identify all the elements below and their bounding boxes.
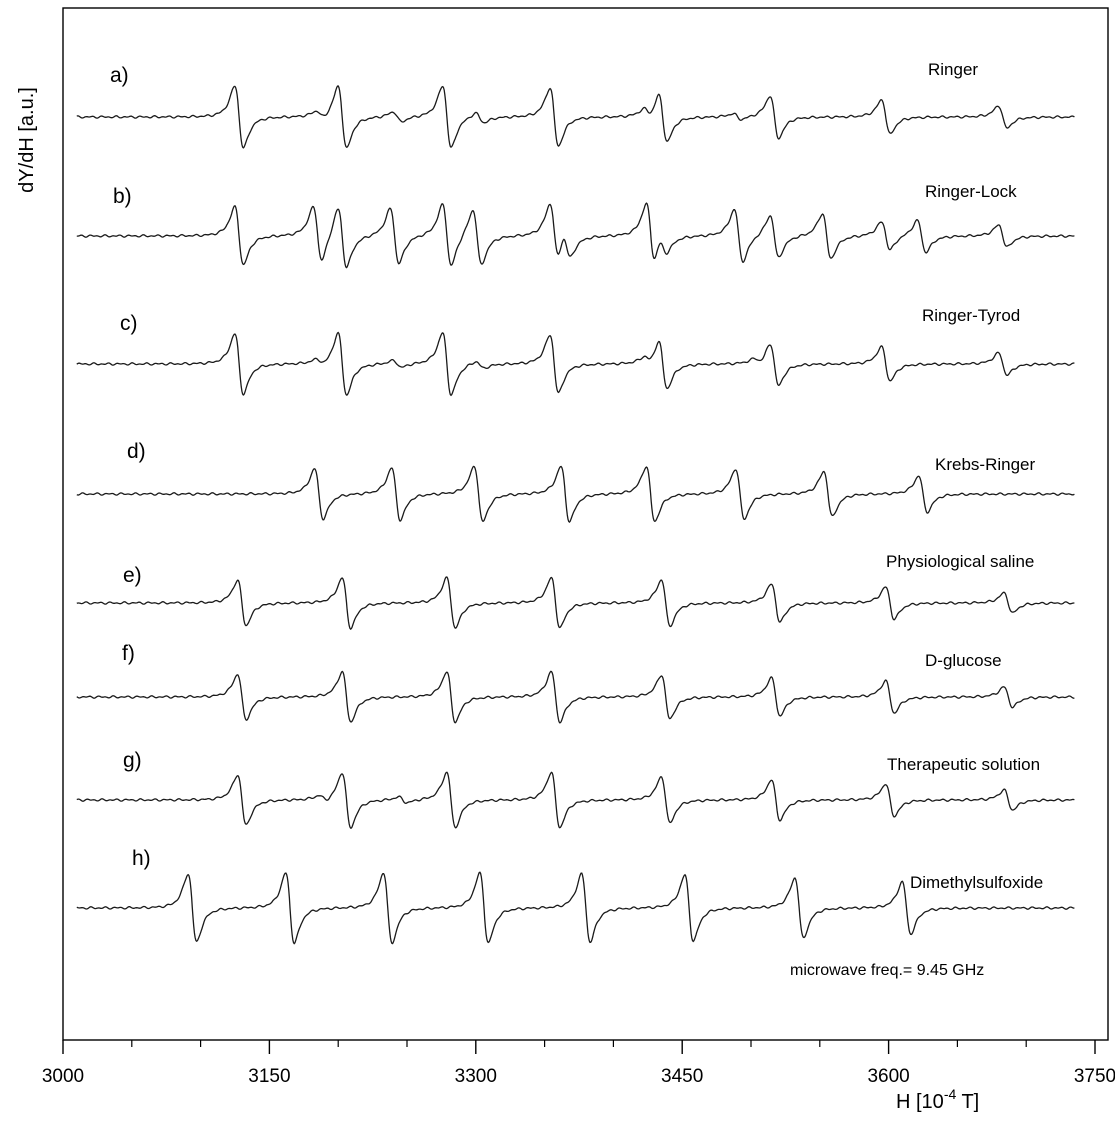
series-name: Ringer	[928, 60, 978, 79]
series-name: Physiological saline	[886, 552, 1034, 571]
spectrum-line-c	[76, 331, 1075, 397]
series-letter: g)	[123, 749, 142, 772]
series-letter: b)	[113, 185, 132, 208]
x-tick-label: 3450	[661, 1066, 703, 1087]
series-name: Dimethylsulfoxide	[910, 873, 1043, 892]
series-name: Therapeutic solution	[887, 755, 1040, 774]
x-axis-label: H [10-4 T]	[896, 1086, 979, 1113]
spectrum-line-d	[76, 465, 1075, 524]
x-tick-label: 3300	[455, 1066, 497, 1087]
x-tick-label: 3750	[1074, 1066, 1115, 1087]
x-axis: 3000 3150 3300 3450 3600 3750	[42, 1040, 1115, 1087]
series-name: D-glucose	[925, 651, 1002, 670]
series-letter: e)	[123, 564, 142, 587]
spectrum-line-a	[76, 85, 1075, 149]
spectrum-line-h	[76, 871, 1075, 945]
series-name: Ringer-Lock	[925, 182, 1017, 201]
series-letter: h)	[132, 847, 151, 870]
spectrum-line-f	[76, 670, 1075, 724]
microwave-frequency-note: microwave freq.= 9.45 GHz	[790, 962, 984, 979]
series-letter: f)	[122, 642, 135, 665]
series-letter: c)	[120, 312, 138, 335]
series-letter: d)	[127, 440, 146, 463]
series-name: Krebs-Ringer	[935, 455, 1035, 474]
x-tick-label: 3150	[248, 1066, 290, 1087]
series-name: Ringer-Tyrod	[922, 306, 1020, 325]
x-axis-label-base: H [10	[896, 1091, 944, 1113]
y-axis-label: dY/dH [a.u.]	[16, 87, 38, 193]
spectrum-line-g	[76, 771, 1075, 829]
spectrum-line-e	[76, 576, 1075, 630]
series-labels: a) Ringer b) Ringer-Lock c) Ringer-Tyrod d) Kre…	[110, 60, 1043, 892]
spectrum-line-b	[76, 202, 1075, 269]
x-tick-label: 3600	[867, 1066, 909, 1087]
x-tick-label: 3000	[42, 1066, 84, 1087]
x-axis-label-unit: T]	[956, 1091, 979, 1113]
plot-frame	[62, 7, 1109, 1041]
spectra-layer	[76, 85, 1075, 945]
series-letter: a)	[110, 64, 129, 87]
x-axis-label-exponent: -4	[944, 1086, 957, 1102]
